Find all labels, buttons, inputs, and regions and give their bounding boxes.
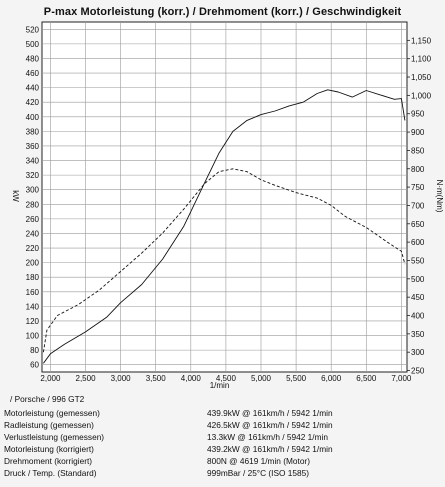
y-right-tick-label: 1,050 (411, 73, 432, 82)
x-tick-label: 7,000 (391, 374, 412, 383)
power-curve-line (43, 89, 406, 364)
y-right-tick-label: 550 (411, 256, 425, 265)
y-right-tick-label: 650 (411, 220, 425, 229)
y-left-tick-label: 360 (26, 142, 40, 151)
y-right-tick-label: 950 (411, 110, 425, 119)
y-left-tick-label: 260 (26, 215, 40, 224)
y-left-tick-label: 460 (26, 69, 40, 78)
result-value: 999mBar / 25°C (ISO 1585) (207, 468, 310, 478)
y-left-axis-label: kW (11, 190, 20, 202)
y-left-tick-label: 220 (26, 244, 40, 253)
y-left-tick-label: 440 (26, 84, 40, 93)
y-left-tick-label: 500 (26, 40, 40, 49)
result-label: Motorleistung (gemessen) (4, 408, 100, 418)
result-label: Verlustleistung (gemessen) (4, 432, 105, 442)
y-right-tick-label: 600 (411, 238, 425, 247)
y-right-tick-label: 350 (411, 330, 425, 339)
y-left-tick-label: 80 (30, 346, 39, 355)
y-left-tick-label: 160 (26, 288, 40, 297)
y-right-tick-label: 500 (411, 275, 425, 284)
y-left-tick-label: 100 (26, 332, 40, 341)
result-value: 800N @ 4619 1/min (Motor) (207, 456, 310, 466)
x-tick-label: 6,500 (356, 374, 377, 383)
y-left-tick-label: 280 (26, 200, 40, 209)
y-left-tick-label: 380 (26, 127, 40, 136)
y-left-tick-label: 340 (26, 157, 40, 166)
result-value: 426.5kW @ 161km/h / 5942 1/min (207, 420, 333, 430)
y-right-tick-label: 1,000 (411, 91, 432, 100)
y-right-tick-label: 750 (411, 183, 425, 192)
y-left-tick-label: 420 (26, 98, 40, 107)
x-tick-label: 5,500 (286, 374, 307, 383)
x-tick-label: 4,500 (216, 374, 237, 383)
y-left-tick-label: 240 (26, 229, 40, 238)
x-tick-label: 6,000 (321, 374, 342, 383)
x-tick-label: 2,500 (76, 374, 97, 383)
y-left-tick-label: 200 (26, 259, 40, 268)
result-value: 13.3kW @ 161km/h / 5942 1/min (207, 432, 328, 442)
result-value: 439.2kW @ 161km/h / 5942 1/min (207, 444, 333, 454)
x-axis-label: 1/min (210, 381, 230, 390)
y-right-axis-label: N·m(Nm) (435, 180, 444, 213)
torque-curve-line (42, 168, 406, 353)
y-right-tick-label: 250 (411, 367, 425, 376)
result-label: Motorleistung (korrigiert) (4, 444, 94, 454)
y-left-tick-label: 140 (26, 302, 40, 311)
x-tick-label: 3,000 (111, 374, 132, 383)
y-left-tick-label: 520 (26, 25, 40, 34)
result-label: Radleistung (gemessen) (4, 420, 94, 430)
y-right-tick-label: 400 (411, 312, 425, 321)
y-left-tick-label: 300 (26, 186, 40, 195)
x-tick-label: 2,000 (40, 374, 61, 383)
y-right-tick-label: 900 (411, 128, 425, 137)
y-right-tick-label: 1,100 (411, 55, 432, 64)
y-right-tick-label: 850 (411, 146, 425, 155)
y-left-tick-label: 400 (26, 113, 40, 122)
result-value: 439.9kW @ 161km/h / 5942 1/min (207, 408, 333, 418)
y-left-tick-label: 320 (26, 171, 40, 180)
result-label: Druck / Temp. (Standard) (4, 468, 97, 478)
y-left-tick-label: 120 (26, 317, 40, 326)
dyno-chart: 2,000 2,500 3,000 3,500 4,000 4,500 5,000 5,500… (11, 21, 444, 390)
x-tick-label: 3,500 (146, 374, 167, 383)
y-right-tick-label: 700 (411, 201, 425, 210)
x-tick-label: 4,000 (181, 374, 202, 383)
y-right-tick-label: 800 (411, 165, 425, 174)
chart-title: P-max Motorleistung (korr.) / Drehmoment… (43, 6, 402, 18)
y-right-tick-label: 450 (411, 293, 425, 302)
result-label: Drehmoment (korrigiert) (4, 456, 93, 466)
plot-area (41, 21, 408, 373)
vehicle-label: / Porsche / 996 GT2 (10, 394, 85, 404)
y-left-tick-label: 480 (26, 54, 40, 63)
y-left-tick-label: 180 (26, 273, 40, 282)
y-right-tick-label: 1,150 (411, 36, 432, 45)
y-right-tick-label: 300 (411, 348, 425, 357)
y-left-tick-label: 60 (30, 361, 39, 370)
x-tick-label: 5,000 (251, 374, 272, 383)
